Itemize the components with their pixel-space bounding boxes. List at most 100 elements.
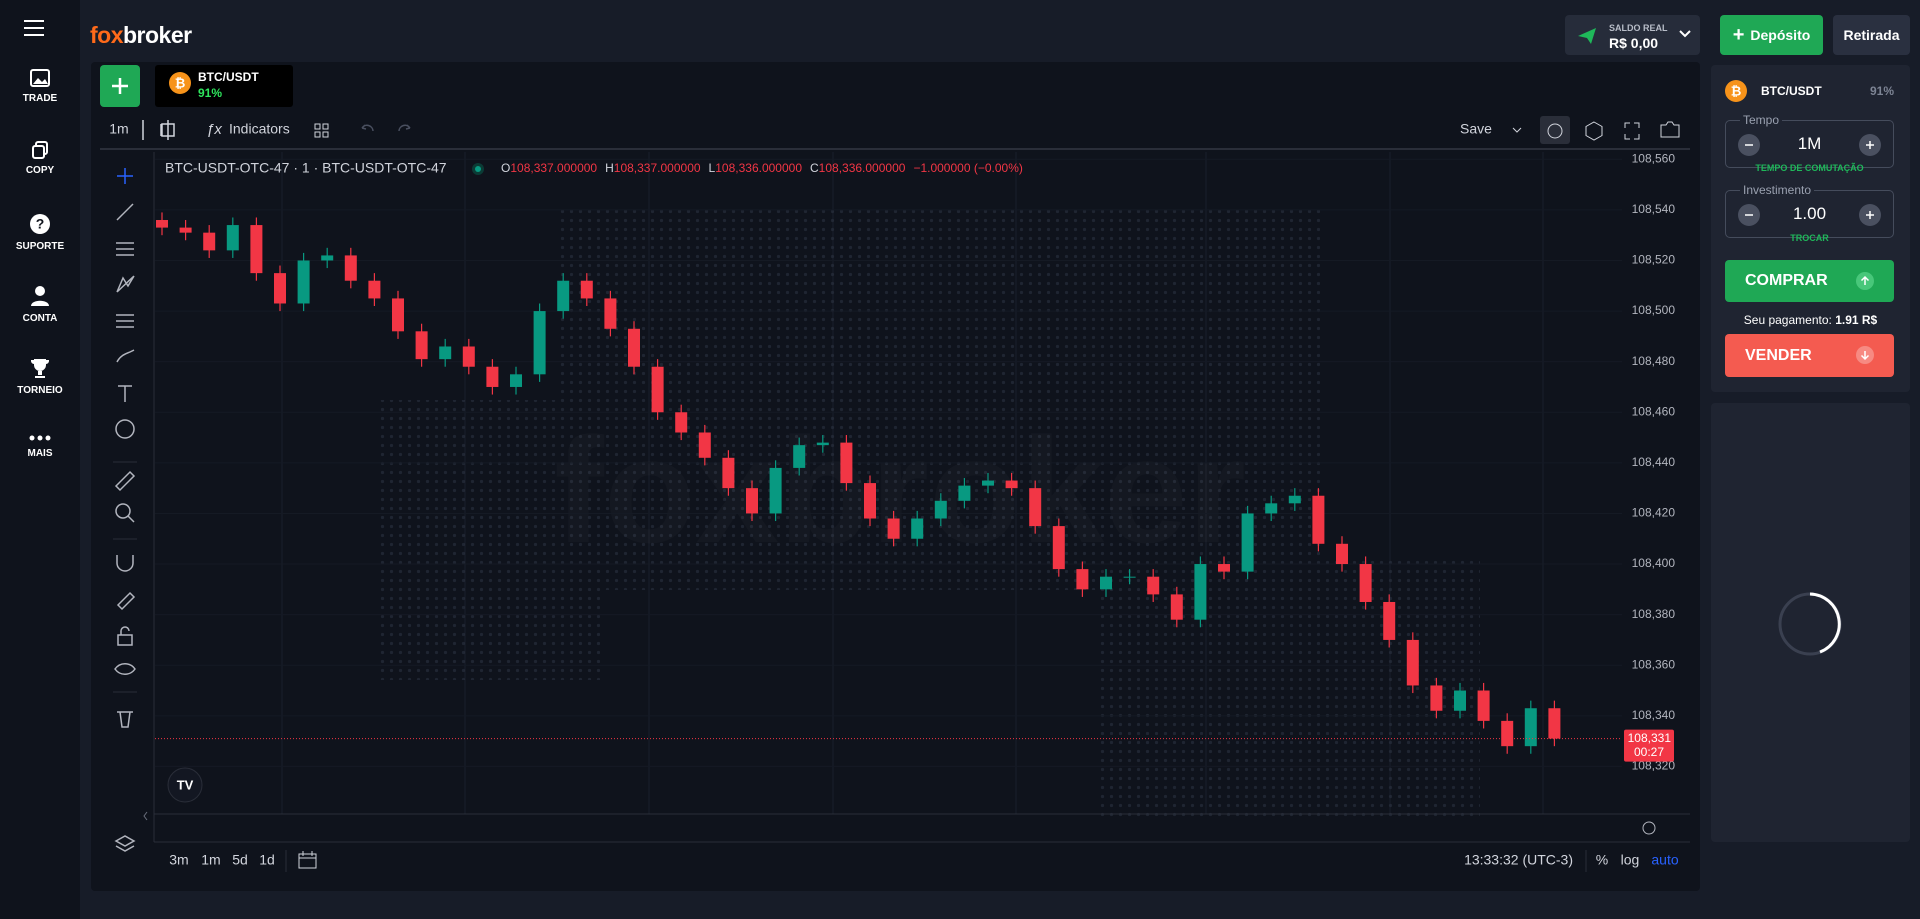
range-button[interactable]: 5d xyxy=(232,852,248,868)
range-button[interactable]: 1m xyxy=(201,852,220,868)
candle-body xyxy=(746,488,758,514)
range-button[interactable]: 1d xyxy=(259,852,275,868)
ohlc-key: O xyxy=(501,161,510,175)
interval-button[interactable]: 1m xyxy=(109,121,128,137)
asset-tab[interactable] xyxy=(155,65,293,107)
drawing-tools[interactable] xyxy=(114,168,136,852)
time-minus[interactable] xyxy=(1738,134,1760,156)
withdraw-button[interactable]: Retirada xyxy=(1833,15,1910,55)
settings-icon[interactable] xyxy=(1585,121,1603,141)
candle-body xyxy=(580,280,593,299)
sidebar: TRADE COPY ? SUPORTE CONTA TORNEIO MAIS xyxy=(0,0,80,919)
candle-body xyxy=(651,366,664,413)
candle-body xyxy=(675,412,688,433)
amount-value: 1.00 xyxy=(1792,204,1827,223)
watermark-broker: broker xyxy=(779,406,1246,574)
candle-body xyxy=(1524,708,1537,747)
balance-selector[interactable]: SALDO REAL R$ 0,00 xyxy=(1565,15,1700,55)
buy-button[interactable]: COMPRAR xyxy=(1725,260,1894,302)
tab-asset: BTC/USDT xyxy=(198,70,259,84)
ohlc-value: 108,336.000000 xyxy=(715,161,802,175)
percent-toggle[interactable]: % xyxy=(1596,852,1608,868)
time-label: Tempo xyxy=(1740,113,1783,127)
ohlc-key: L xyxy=(709,161,716,175)
positions-panel xyxy=(1711,403,1910,842)
payout-label: Seu pagamento: xyxy=(1743,313,1832,327)
timer-icon[interactable] xyxy=(1547,123,1563,139)
candle-body xyxy=(1312,495,1325,544)
collapse-toggle[interactable] xyxy=(143,811,148,821)
panel-btc-icon: ₿ xyxy=(1725,80,1747,102)
deposit-button[interactable]: + Depósito xyxy=(1720,15,1823,55)
candle-body xyxy=(1005,480,1018,489)
candle-body xyxy=(1477,690,1490,721)
candle-body xyxy=(344,255,357,281)
sell-arrow xyxy=(1856,346,1874,364)
y-tick-label: 108,340 xyxy=(1632,708,1676,722)
candle-body xyxy=(840,442,853,484)
candle-body xyxy=(1029,488,1042,527)
axis-settings[interactable] xyxy=(1642,821,1656,835)
buy-arrow xyxy=(1856,272,1874,290)
fx-icon: ƒx xyxy=(206,121,222,138)
fullscreen-icon[interactable] xyxy=(1624,122,1640,140)
candle-body xyxy=(604,298,617,329)
candle-body xyxy=(911,518,924,539)
nav-trade[interactable]: TRADE xyxy=(0,69,80,104)
amount-field[interactable]: Investimento 1.00 xyxy=(1725,183,1894,238)
payout-value: 1.91 R$ xyxy=(1835,313,1878,327)
tool-separators xyxy=(113,461,137,693)
countdown: 00:27 xyxy=(1634,745,1664,759)
tv-logo[interactable] xyxy=(167,767,203,803)
candle-body xyxy=(793,445,806,468)
y-tick-label: 108,560 xyxy=(1632,151,1676,165)
snapshot-icon[interactable] xyxy=(1660,121,1680,138)
sell-button[interactable]: VENDER xyxy=(1725,334,1894,377)
nav-account[interactable]: CONTA xyxy=(0,285,80,324)
layout-icon[interactable] xyxy=(314,123,329,138)
amount-minus[interactable] xyxy=(1738,204,1760,226)
log-toggle[interactable]: log xyxy=(1621,852,1640,868)
time-field[interactable]: Tempo 1M xyxy=(1725,113,1894,168)
logo[interactable]: foxbroker xyxy=(90,22,192,49)
candle-body xyxy=(557,280,570,312)
nav-label: CONTA xyxy=(22,313,58,324)
y-tick-label: 108,540 xyxy=(1632,202,1676,216)
candle-body xyxy=(1170,594,1183,620)
plot-area xyxy=(155,158,1622,767)
menu-icon[interactable] xyxy=(23,19,45,37)
y-tick-label: 108,520 xyxy=(1632,253,1676,267)
candle-body xyxy=(1430,685,1443,711)
y-tick-label: 108,420 xyxy=(1632,506,1676,520)
candle-body xyxy=(274,273,286,304)
panel-asset: BTC/USDT xyxy=(1761,84,1822,98)
candle-body xyxy=(415,331,428,360)
indicators-button[interactable]: Indicators xyxy=(229,121,290,137)
logo-broker: broker xyxy=(123,22,192,48)
clock: 13:33:32 (UTC-3) xyxy=(1464,852,1573,868)
range-button[interactable]: 3m xyxy=(169,852,188,868)
y-tick-label: 108,460 xyxy=(1632,404,1676,418)
candle-body xyxy=(1501,720,1514,747)
candle-body xyxy=(321,255,334,261)
auto-toggle[interactable]: auto xyxy=(1651,852,1678,868)
deposit-label: Depósito xyxy=(1750,27,1811,43)
nav-more[interactable]: MAIS xyxy=(0,434,80,459)
candle-body xyxy=(1288,495,1301,504)
btc-glyph: ₿ xyxy=(175,75,186,90)
nav-copy[interactable]: COPY xyxy=(0,141,80,176)
amount-plus[interactable] xyxy=(1859,204,1881,226)
time-plus[interactable] xyxy=(1859,134,1881,156)
save-button[interactable]: Save xyxy=(1460,121,1492,137)
candle-body xyxy=(1336,543,1348,565)
candle-body xyxy=(1548,708,1561,739)
nav-tournament[interactable]: TORNEIO xyxy=(0,357,80,396)
nav-support[interactable]: ? SUPORTE xyxy=(0,213,80,252)
chart-type-icon[interactable] xyxy=(142,120,175,140)
amount-hint: TROCAR xyxy=(1790,233,1829,243)
candle-body xyxy=(722,457,735,489)
balance-icon xyxy=(1578,28,1596,44)
panel-payout: 91% xyxy=(1869,84,1894,98)
goto-date[interactable] xyxy=(298,851,317,869)
candle-body xyxy=(934,500,947,519)
